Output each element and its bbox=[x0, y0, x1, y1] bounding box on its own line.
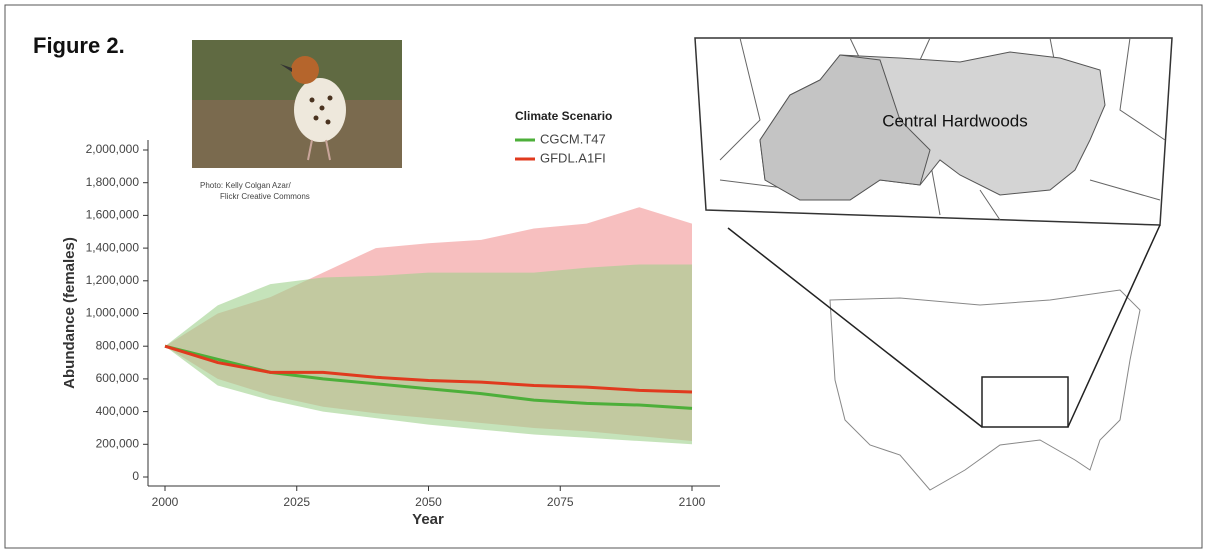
y-tick-label: 1,000,000 bbox=[86, 306, 140, 320]
photo-credit: Flickr Creative Commons bbox=[220, 192, 310, 201]
legend-label: CGCM.T47 bbox=[540, 131, 606, 146]
figure-label: Figure 2. bbox=[33, 33, 125, 58]
y-tick-label: 2,000,000 bbox=[86, 142, 140, 156]
photo bbox=[192, 40, 402, 168]
frame bbox=[4, 4, 1203, 549]
y-tick-label: 1,600,000 bbox=[86, 208, 140, 222]
y-tick-label: 200,000 bbox=[96, 436, 140, 450]
x-tick-label: 2050 bbox=[415, 495, 442, 509]
x-tick-label: 2100 bbox=[679, 495, 706, 509]
x-tick-label: 2075 bbox=[547, 495, 574, 509]
x-axis-label: Year bbox=[412, 511, 444, 528]
y-tick-label: 1,800,000 bbox=[86, 175, 140, 189]
legend-title: Climate Scenario bbox=[515, 109, 612, 123]
legend-label: GFDL.A1FI bbox=[540, 150, 606, 165]
photo-credit: Photo: Kelly Colgan Azar/ bbox=[200, 181, 291, 190]
y-tick-label: 800,000 bbox=[96, 338, 140, 352]
x-tick-label: 2000 bbox=[152, 495, 179, 509]
ribbon bbox=[165, 264, 692, 445]
y-tick-label: 0 bbox=[132, 469, 139, 483]
map-label: Central Hardwoods bbox=[882, 111, 1028, 130]
y-axis-label: Abundance (females) bbox=[61, 237, 78, 389]
y-tick-label: 1,400,000 bbox=[86, 240, 140, 254]
line bbox=[164, 344, 693, 394]
y-tick-label: 600,000 bbox=[96, 371, 140, 385]
y-tick-label: 1,200,000 bbox=[86, 273, 140, 287]
map bbox=[694, 37, 1173, 491]
y-tick-label: 400,000 bbox=[96, 404, 140, 418]
x-tick-label: 2025 bbox=[283, 495, 310, 509]
